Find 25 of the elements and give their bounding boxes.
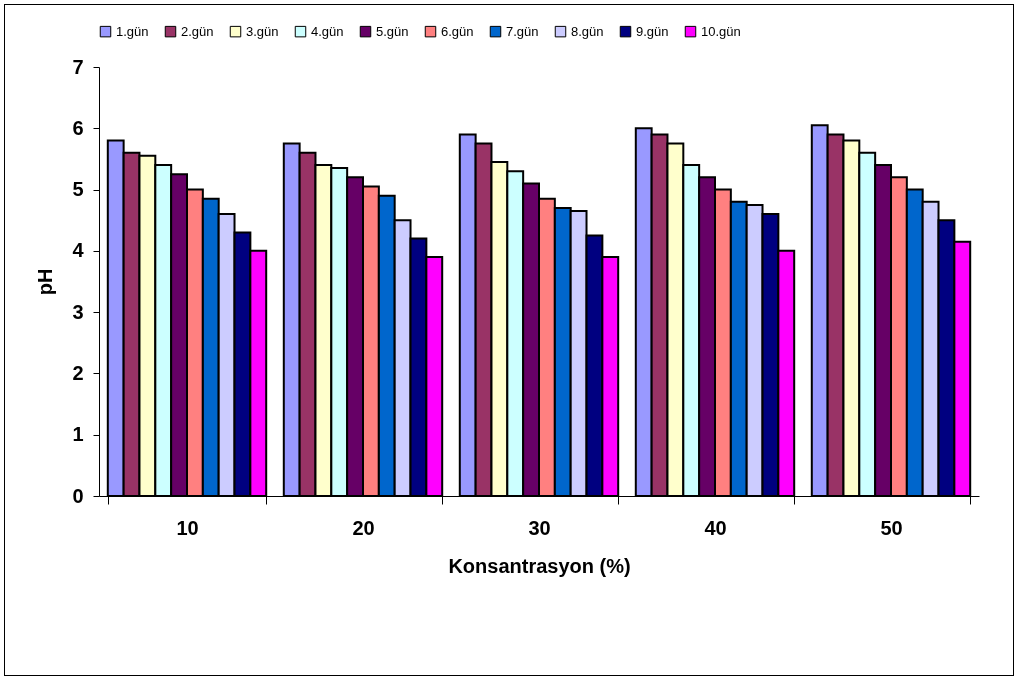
y-axis-title: pH (34, 268, 57, 296)
x-axis-title: Konsantrasyon (%) (448, 554, 631, 577)
legend-label: 2.gün (181, 23, 214, 39)
x-tick-label: 20 (352, 516, 375, 539)
legend-label: 10.gün (701, 23, 741, 39)
y-tick-label: 7 (72, 55, 84, 78)
y-tick-label: 1 (72, 423, 84, 446)
x-tick-label: 30 (528, 516, 551, 539)
legend-label: 9.gün (636, 23, 669, 39)
y-tick-label: 2 (72, 361, 84, 384)
legend-label: 4.gün (311, 23, 344, 39)
y-tick-label: 4 (72, 239, 85, 262)
y-tick-label: 0 (72, 484, 84, 507)
legend-label: 7.gün (506, 23, 539, 39)
legend-label: 6.gün (441, 23, 474, 39)
legend-label: 5.gün (376, 23, 409, 39)
y-tick-label: 3 (72, 300, 84, 323)
y-tick-label: 5 (72, 178, 84, 201)
legend-label: 3.gün (246, 23, 279, 39)
x-tick-label: 50 (880, 516, 903, 539)
legend-label: 1.gün (116, 23, 149, 39)
legend-label: 8.gün (571, 23, 604, 39)
x-tick-label: 10 (176, 516, 199, 539)
y-tick-label: 6 (72, 116, 84, 139)
x-tick-label: 40 (704, 516, 727, 539)
